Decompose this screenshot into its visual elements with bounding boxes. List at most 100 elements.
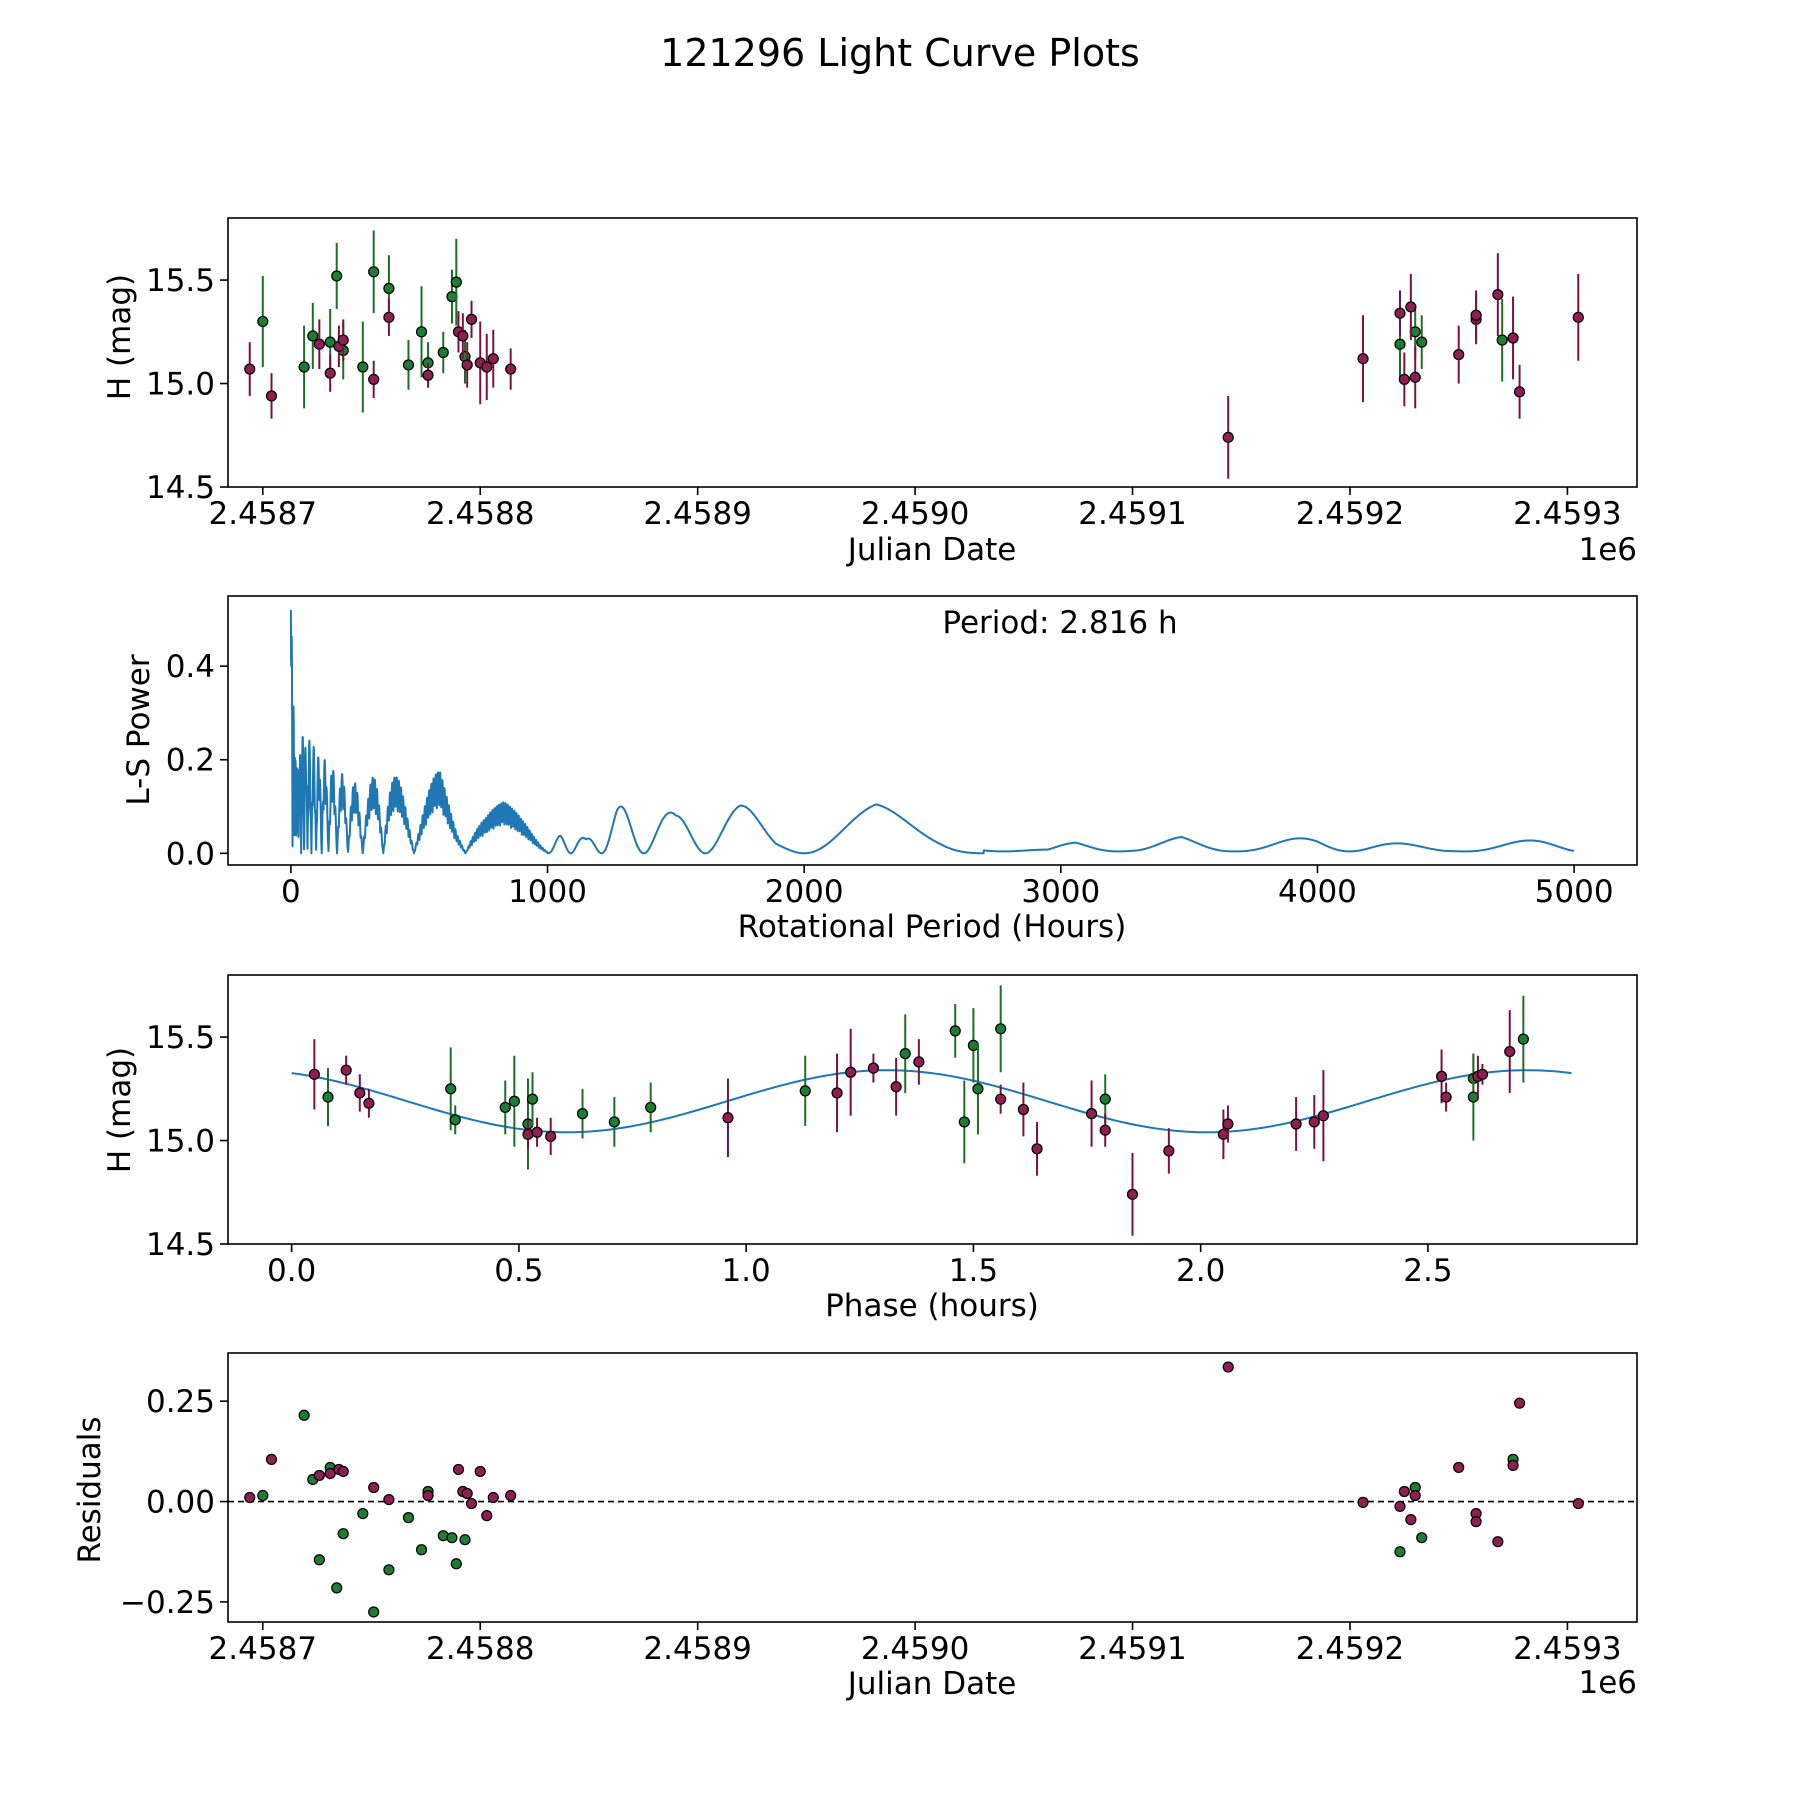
panel-residuals: Julian Date Residuals 1e6	[72, 1416, 1637, 1702]
data-point-green	[415, 1544, 428, 1556]
panel-periodogram: Rotational Period (Hours) L-S Power Peri…	[121, 605, 1178, 945]
data-point-green	[445, 1083, 457, 1095]
axis-label-y: Residuals	[72, 1416, 108, 1563]
data-point-maroon	[1163, 1145, 1175, 1157]
y-tick-label: 15.0	[146, 367, 215, 403]
data-point-maroon	[1394, 307, 1406, 319]
data-point-green	[450, 1558, 462, 1570]
data-point-maroon	[244, 1491, 256, 1504]
data-point-maroon	[1476, 1068, 1489, 1080]
data-point-green	[322, 1091, 334, 1103]
axis-label-y: L-S Power	[121, 654, 157, 805]
y-tick-label: 14.5	[146, 1227, 215, 1263]
data-point-maroon	[1357, 353, 1369, 365]
data-point-green	[331, 270, 343, 282]
data-point-maroon	[1492, 1536, 1504, 1548]
data-point-maroon	[913, 1056, 925, 1068]
data-point-maroon	[313, 338, 325, 350]
data-point-green	[446, 1532, 458, 1544]
data-point-maroon	[1357, 1496, 1369, 1508]
data-point-maroon	[1217, 1128, 1229, 1140]
data-point-maroon	[545, 1130, 557, 1143]
data-point-maroon	[1470, 1516, 1482, 1528]
data-point-maroon	[505, 363, 517, 375]
x-tick-label: 5000	[1535, 874, 1614, 910]
y-tick-label: 0.25	[146, 1384, 215, 1420]
plot-frame	[227, 1352, 1638, 1623]
plot-frame	[227, 595, 1638, 866]
data-point-green	[313, 1554, 325, 1566]
data-point-green	[1416, 1532, 1428, 1544]
data-point-maroon	[465, 1497, 478, 1510]
data-point-maroon	[831, 1087, 843, 1099]
data-point-maroon	[1398, 1485, 1410, 1498]
data-point-green	[257, 315, 269, 328]
data-point-maroon	[461, 359, 473, 371]
data-point-green	[357, 1507, 369, 1520]
data-point-green	[415, 326, 428, 338]
data-point-maroon	[1409, 1489, 1421, 1502]
axis-label-y: H (mag)	[102, 274, 138, 400]
data-point-maroon	[368, 373, 380, 385]
data-point-maroon	[1099, 1124, 1111, 1136]
data-point-green	[450, 276, 462, 288]
x-tick-label: 2.4588	[426, 1631, 534, 1667]
data-point-green	[799, 1085, 811, 1097]
data-points-residuals	[228, 1361, 1637, 1618]
x-tick-label: 2.4589	[643, 496, 751, 532]
data-point-maroon	[1290, 1118, 1302, 1130]
data-point-green	[402, 359, 415, 371]
y-tick-label: 15.5	[146, 1020, 215, 1056]
data-point-green	[972, 1083, 984, 1095]
period-annotation: Period: 2.816 h	[942, 605, 1177, 641]
data-point-maroon	[422, 1489, 434, 1502]
data-point-green	[307, 330, 319, 342]
data-point-maroon	[487, 353, 499, 365]
data-point-green	[298, 1409, 310, 1421]
x-tick-label: 4000	[1278, 874, 1357, 910]
data-point-maroon	[531, 1126, 543, 1138]
x-tick-label: 0	[281, 874, 301, 910]
data-point-maroon	[363, 1097, 375, 1109]
data-point-green	[383, 1564, 395, 1576]
data-point-maroon	[383, 1493, 395, 1506]
data-point-maroon	[340, 1064, 352, 1076]
data-point-maroon	[422, 369, 434, 381]
x-tick-label: 0.5	[494, 1253, 543, 1289]
x-tick-label: 2.4590	[861, 496, 969, 532]
axis-offset-label: 1e6	[1578, 1665, 1637, 1701]
x-tick-label: 1000	[508, 874, 587, 910]
data-point-green	[995, 1023, 1007, 1035]
x-tick-label: 3000	[1021, 874, 1100, 910]
data-point-maroon	[1405, 301, 1417, 313]
data-point-maroon	[1222, 1118, 1234, 1130]
data-point-maroon	[1504, 1045, 1516, 1058]
axes-phase-fold: 0.0 0.5 1.0 1.5 2.0 2.5 14.5 15.0 15.5	[146, 974, 1638, 1289]
x-tick-label: 2.0	[1176, 1253, 1225, 1289]
data-point-green	[958, 1116, 970, 1128]
data-point-maroon	[313, 1469, 325, 1482]
data-point-green	[949, 1025, 961, 1037]
y-tick-label: 0.4	[166, 649, 215, 685]
axis-offset-label: 1e6	[1578, 532, 1637, 568]
data-point-maroon	[1513, 386, 1526, 398]
x-tick-label: 2.4593	[1513, 496, 1621, 532]
data-point-maroon	[337, 334, 349, 346]
data-point-maroon	[1308, 1116, 1320, 1128]
x-tick-label: 2.4592	[1296, 1631, 1404, 1667]
data-point-maroon	[1453, 1461, 1465, 1474]
y-tick-label: 14.5	[146, 470, 215, 506]
data-point-maroon	[867, 1062, 880, 1074]
data-point-green	[967, 1039, 980, 1051]
y-tick-label: 0.00	[146, 1485, 215, 1521]
data-point-maroon	[481, 1510, 493, 1522]
data-point-maroon	[1507, 1459, 1519, 1472]
y-tick-label: 15.5	[146, 263, 215, 299]
data-points-phase-fold	[291, 985, 1572, 1236]
data-point-green	[899, 1048, 911, 1060]
panel-light-curve: Julian Date H (mag) 1e6	[102, 274, 1637, 568]
data-point-green	[331, 1582, 343, 1594]
data-point-green	[1496, 334, 1508, 346]
